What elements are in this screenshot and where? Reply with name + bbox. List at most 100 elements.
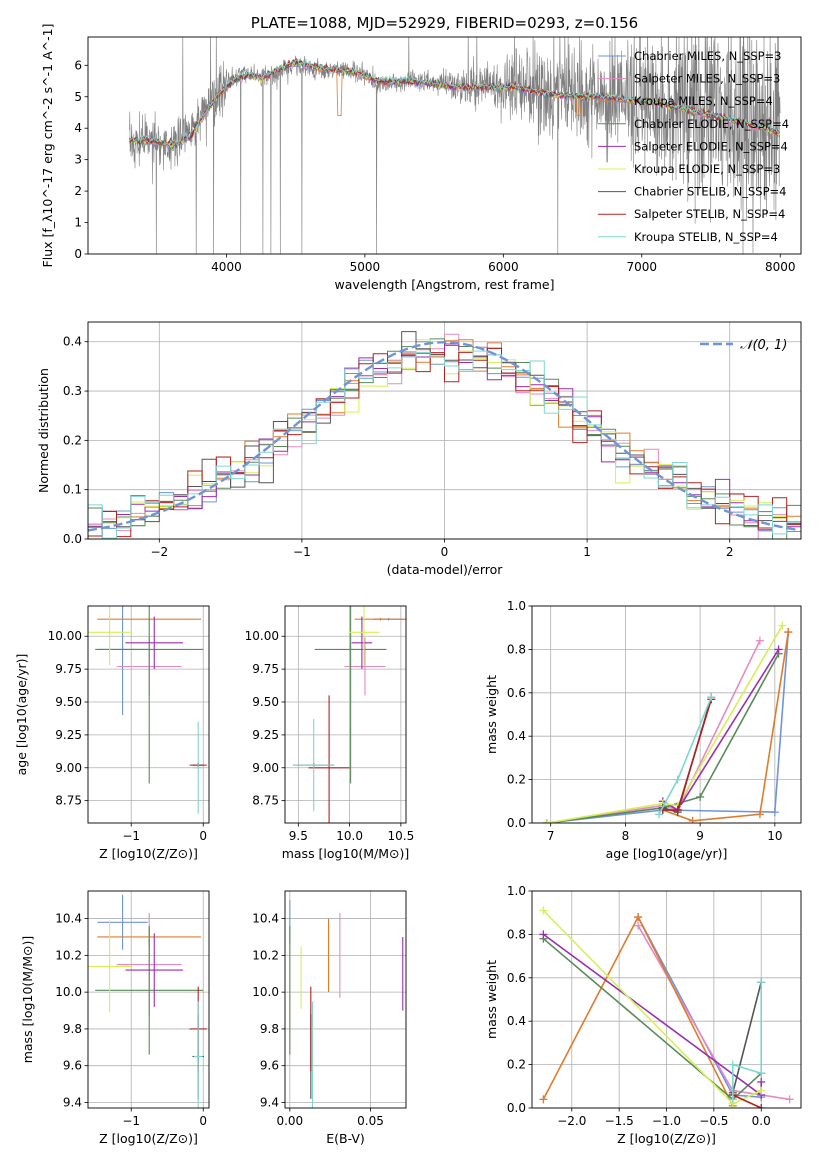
y-axis-label: mass [log10(M/M⊙)]	[20, 936, 35, 1064]
x-tick-label: −0.5	[699, 1114, 728, 1128]
model-spectrum-line	[129, 58, 781, 146]
series-line	[732, 981, 762, 1093]
y-tick-label: 9.75	[55, 662, 82, 676]
legend-label: Chabrier ELODIE, N_SSP=4	[634, 117, 789, 131]
x-tick-label: 10.0	[336, 829, 363, 843]
y-tick-label: 10.2	[55, 948, 82, 962]
x-tick-label: 10	[767, 829, 782, 843]
axes-mass-vs-Z: −1 0 9.4 9.6 9.8 10.0 10.2 10.4 Z [log10(Z/Z⊙)] m…	[20, 890, 210, 1146]
x-tick-label: 4000	[211, 260, 242, 274]
series-line	[546, 640, 761, 823]
axes-age-vs-Z: −1 0 8.75 9.00 9.25 9.50 9.75 10.00 Z [log10(Z/Z…	[14, 605, 210, 861]
legend: 𝒩(0, 1)	[700, 338, 787, 353]
axes-frame	[531, 890, 802, 1109]
y-tick-label: 0.4	[507, 729, 526, 743]
y-tick-label: 9.8	[63, 1022, 82, 1036]
legend-label: Kroupa ELODIE, N_SSP=3	[634, 162, 780, 176]
x-tick-label: 8	[622, 829, 630, 843]
axes-frame	[87, 321, 802, 540]
y-tick-label: 9.75	[252, 662, 279, 676]
x-tick-label: 9.5	[289, 829, 308, 843]
series-line	[542, 909, 762, 1105]
series-line	[546, 631, 790, 823]
y-tick-label: 10.0	[55, 985, 82, 999]
y-tick-label: 9.25	[252, 728, 279, 742]
x-tick-label: −1	[293, 545, 311, 559]
x-tick-label: 6000	[488, 260, 519, 274]
chart-title: PLATE=1088, MJD=52929, FIBERID=0293, z=0…	[251, 14, 638, 32]
x-tick-label: −1	[122, 829, 140, 843]
legend-label: Kroupa STELIB, N_SSP=4	[634, 230, 778, 244]
plot-area	[539, 906, 794, 1108]
series-line	[542, 933, 762, 1097]
axes-spectrum: 4000 5000 6000 7000 8000 0 1 2 3 4 5 6 wavelength [A…	[40, 14, 802, 292]
x-axis-label: mass [log10(M/M⊙)]	[282, 846, 410, 861]
y-tick-label: 9.4	[260, 1095, 279, 1109]
x-tick-label: −2	[150, 545, 168, 559]
x-tick-label: −1	[122, 1114, 140, 1128]
axes-frame	[87, 605, 210, 824]
plot-area	[542, 621, 793, 823]
series-line	[546, 653, 780, 823]
y-tick-label: 9.50	[55, 695, 82, 709]
x-axis-label: Z [log10(Z/Z⊙)]	[99, 1131, 198, 1146]
x-tick-label: 10.5	[388, 829, 415, 843]
x-tick-label: 7000	[627, 260, 658, 274]
y-tick-label: 0.2	[507, 1058, 526, 1072]
plot-area	[129, 37, 781, 254]
y-tick-label: 0.8	[507, 642, 526, 656]
y-tick-label: 9.4	[63, 1095, 82, 1109]
y-tick-label: 0.3	[63, 384, 82, 398]
x-axis-label: E(B-V)	[326, 1131, 365, 1146]
x-axis-label: age [log10(age/yr)]	[606, 846, 728, 861]
y-tick-label: 0.6	[507, 971, 526, 985]
y-tick-label: 10.00	[245, 629, 279, 643]
plot-area	[88, 606, 207, 814]
x-axis-label: wavelength [Angstrom, rest frame]	[334, 277, 554, 292]
x-tick-label: 2	[726, 545, 734, 559]
series-line	[546, 625, 783, 823]
legend-label: 𝒩(0, 1)	[740, 338, 787, 353]
x-tick-label: 9	[696, 829, 704, 843]
normal-curve	[88, 340, 799, 532]
plot-area	[88, 894, 207, 1108]
y-tick-label: 9.8	[260, 1022, 279, 1036]
plot-area	[293, 606, 406, 823]
y-tick-label: 0.0	[507, 816, 526, 830]
x-axis-label: Z [log10(Z/Z⊙)]	[617, 1131, 716, 1146]
y-tick-label: 8.75	[252, 794, 279, 808]
y-axis-label: mass weight	[484, 960, 499, 1039]
plot-area	[289, 900, 404, 1108]
x-tick-label: 1	[583, 545, 591, 559]
y-tick-label: 0.8	[507, 927, 526, 941]
y-axis-label: age [log10(age/yr)]	[14, 654, 29, 776]
x-tick-label: 7	[547, 829, 555, 843]
x-tick-label: 8000	[765, 260, 796, 274]
x-tick-label: 0.0	[752, 1114, 771, 1128]
x-tick-label: 0	[199, 1114, 207, 1128]
y-tick-label: 5	[74, 90, 82, 104]
axes-frame	[531, 605, 802, 824]
y-tick-label: 2	[74, 184, 82, 198]
y-tick-label: 10.4	[55, 912, 82, 926]
y-tick-label: 0.2	[63, 433, 82, 447]
axes-age-vs-mass: 9.5 10.0 10.5 8.75 9.00 9.25 9.50 9.75 10.00 mass…	[245, 605, 415, 861]
y-tick-label: 6	[74, 58, 82, 72]
observed-spectrum	[129, 37, 781, 254]
legend: Chabrier MILES, N_SSP=3 Salpeter MILES, N…	[598, 49, 789, 244]
y-tick-label: 9.6	[63, 1059, 82, 1073]
y-tick-label: 9.6	[260, 1059, 279, 1073]
y-axis-label: Normed distribution	[36, 368, 51, 493]
y-tick-label: 1.0	[507, 884, 526, 898]
x-tick-label: 0.00	[276, 1114, 303, 1128]
y-tick-label: 0.0	[63, 532, 82, 546]
y-tick-label: 0.2	[507, 773, 526, 787]
y-tick-label: 9.50	[252, 695, 279, 709]
series-line	[542, 938, 762, 1101]
x-tick-label: 0	[199, 829, 207, 843]
y-tick-label: 1	[74, 216, 82, 230]
y-tick-label: 0.1	[63, 483, 82, 497]
series-line	[732, 1094, 762, 1108]
series-line	[662, 631, 790, 822]
